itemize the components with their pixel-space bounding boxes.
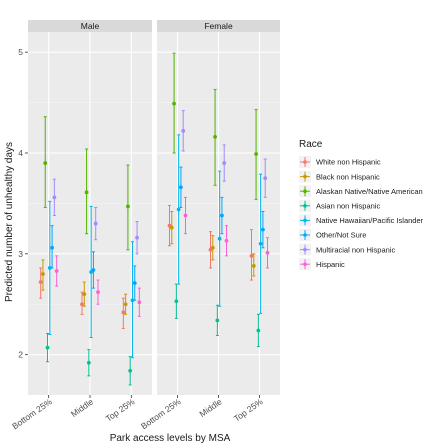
legend-key: [299, 156, 311, 168]
data-point: [54, 269, 59, 273]
data-point: [50, 245, 54, 250]
legend-key: [299, 170, 311, 183]
data-point: [176, 207, 181, 212]
facet-strip: [157, 20, 280, 32]
x-tick-label: Middle: [69, 396, 95, 419]
facet-strip: [28, 20, 152, 32]
data-point: [84, 190, 89, 195]
legend-label: Hispanic: [316, 260, 345, 269]
legend-key: [299, 229, 311, 241]
facet-panel-female: Female Bottom 25% Middle Top 25%: [139, 20, 280, 431]
data-point: [210, 245, 215, 250]
data-point: [256, 328, 261, 333]
data-point: [130, 298, 135, 303]
data-point: [137, 300, 142, 305]
data-point: [43, 161, 48, 165]
data-point: [128, 368, 133, 373]
x-tick-label: Bottom 25%: [10, 396, 54, 431]
data-point: [183, 213, 188, 218]
data-point: [38, 280, 43, 284]
data-point: [220, 213, 224, 218]
data-point: [45, 345, 50, 350]
legend-key: [299, 258, 311, 271]
data-point: [263, 176, 268, 181]
x-tick-label: Top 25%: [232, 396, 265, 423]
legend-key: [299, 214, 311, 227]
data-point: [181, 128, 186, 133]
y-tick-label: 5: [18, 47, 23, 57]
data-point: [121, 310, 126, 315]
legend-label: Black non Hispanic: [316, 172, 380, 181]
data-point: [222, 161, 227, 165]
x-axis-title: Park access levels by MSA: [110, 433, 231, 444]
data-point: [215, 318, 220, 323]
y-axis: 2 3 4 5: [18, 47, 28, 360]
data-point: [249, 253, 254, 258]
data-point: [254, 152, 258, 156]
data-point: [258, 241, 263, 246]
legend-label: Alaskan Native/Native American: [316, 187, 423, 196]
legend-label: Other/Not Sure: [316, 231, 366, 240]
facet-panel-male: Male Bottom 25% Middle Top 25%: [10, 20, 152, 431]
legend-key: [299, 185, 311, 198]
data-point: [172, 101, 176, 106]
legend-label: Multiracial non Hispanic: [316, 245, 395, 254]
x-tick-label: Bottom 25%: [139, 396, 183, 431]
data-point: [224, 238, 229, 243]
facet-label: Female: [204, 21, 233, 31]
data-point: [82, 292, 87, 297]
legend-key: [299, 199, 311, 212]
data-point: [169, 225, 174, 230]
legend-label: Native Hawaiian/Pacific Islander: [316, 216, 424, 225]
data-point: [179, 185, 183, 190]
y-axis-title: Predicted number of unhealthy days: [4, 142, 15, 302]
y-tick-label: 3: [18, 249, 23, 259]
legend-key: [299, 243, 311, 256]
data-point: [86, 360, 91, 365]
data-point: [52, 195, 57, 200]
data-point: [132, 281, 137, 285]
legend-label: Asian non Hispanic: [316, 202, 380, 211]
facet-label: Male: [81, 21, 100, 31]
data-point: [91, 268, 96, 272]
x-tick-label: Top 25%: [104, 396, 137, 423]
y-tick-label: 4: [18, 148, 23, 158]
x-tick-label: Middle: [197, 396, 223, 419]
legend-label: White non Hispanic: [316, 158, 381, 167]
data-point: [265, 250, 270, 255]
data-point: [80, 302, 84, 307]
data-point: [93, 221, 98, 226]
data-point: [41, 272, 45, 276]
data-point: [251, 264, 256, 268]
data-point: [47, 266, 52, 270]
data-point: [213, 134, 217, 139]
data-point: [126, 204, 130, 209]
data-point: [261, 227, 265, 232]
data-point: [174, 299, 179, 304]
data-point: [217, 236, 222, 241]
data-point: [96, 290, 100, 295]
facets: Male Bottom 25% Middle Top 25% Female Bottom …: [10, 20, 280, 431]
data-point: [135, 235, 139, 240]
legend-title: Race: [299, 139, 323, 150]
legend: Race White non Hispanic Black non Hispani…: [299, 139, 424, 271]
data-point: [123, 302, 128, 307]
y-tick-label: 2: [18, 350, 23, 360]
